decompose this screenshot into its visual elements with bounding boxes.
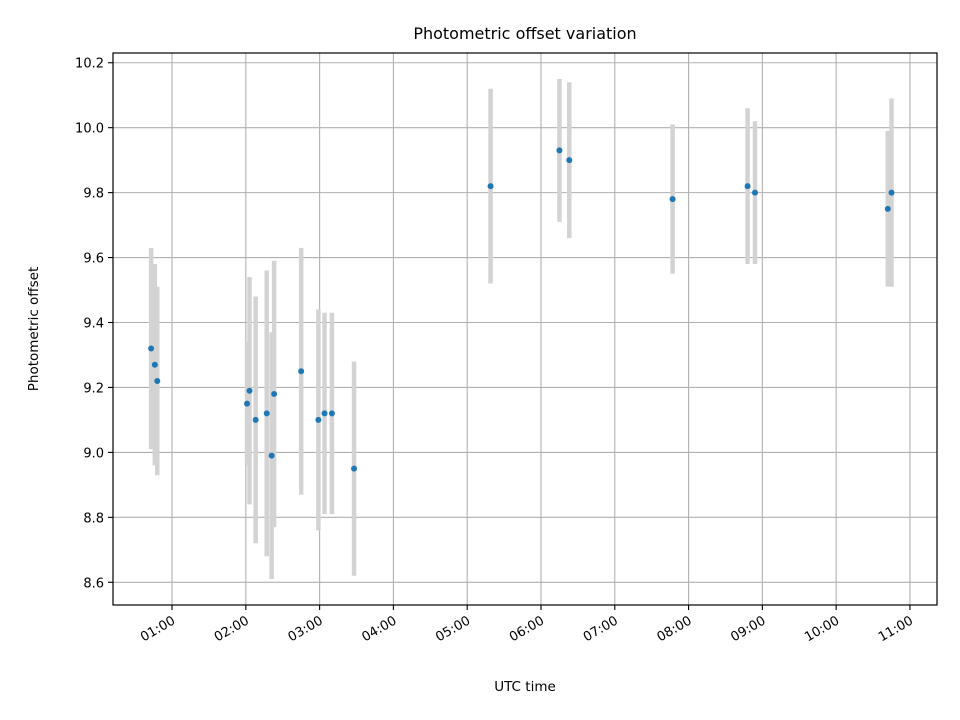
data-point: [744, 183, 751, 190]
data-point: [321, 410, 328, 417]
data-point: [252, 416, 259, 423]
data-point: [263, 410, 270, 417]
data-point: [328, 410, 335, 417]
data-point: [154, 377, 161, 384]
y-tick-label: 9.0: [83, 446, 104, 461]
y-tick-label: 9.6: [83, 252, 104, 267]
y-tick-label: 8.6: [83, 576, 104, 591]
data-point: [556, 147, 563, 154]
plot-frame: [112, 52, 938, 606]
y-tick-label: 9.8: [83, 187, 104, 202]
y-axis-label: Photometric offset: [26, 267, 42, 391]
x-tick-label: 03:00: [286, 613, 326, 645]
x-tick-label: 01:00: [138, 613, 178, 645]
data-point: [244, 400, 251, 407]
grid-lines: [113, 53, 937, 605]
x-tick-label: 08:00: [655, 613, 695, 645]
x-tick-label: 10:00: [802, 613, 842, 645]
data-point: [298, 368, 305, 375]
data-point: [751, 189, 758, 196]
x-tick-label: 04:00: [359, 613, 399, 645]
data-point: [884, 205, 891, 212]
x-axis-label: UTC time: [494, 679, 556, 695]
data-point: [246, 387, 253, 394]
data-point: [148, 345, 155, 352]
y-tick-label: 10.0: [75, 122, 104, 137]
data-point: [351, 465, 358, 472]
y-tick-label: 9.4: [83, 317, 104, 332]
data-point: [268, 452, 275, 459]
error-bars: [148, 78, 894, 580]
x-tick-label: 02:00: [212, 613, 252, 645]
data-point: [315, 416, 322, 423]
x-tick-label: 11:00: [876, 613, 916, 645]
x-tick-label: 09:00: [728, 613, 768, 645]
x-tick-label: 07:00: [581, 613, 621, 645]
data-point: [487, 183, 494, 190]
y-axis-ticks: 8.6 8.8 9.0 9.2 9.4 9.6 9.8 10.0 10.2: [75, 57, 113, 591]
data-point: [151, 361, 158, 368]
data-point: [566, 157, 573, 164]
chart-title: Photometric offset variation: [413, 24, 636, 43]
data-points: [148, 147, 895, 472]
x-tick-label: 05:00: [433, 613, 473, 645]
data-point: [888, 189, 895, 196]
y-tick-label: 10.2: [75, 57, 104, 72]
data-point: [271, 390, 278, 397]
x-axis-ticks: 01:00 02:00 03:00 04:00 05:00 06:00 07:00 08:00…: [138, 605, 916, 645]
y-tick-label: 8.8: [83, 511, 104, 526]
x-tick-label: 06:00: [507, 613, 547, 645]
data-point: [669, 196, 676, 203]
y-tick-label: 9.2: [83, 381, 104, 396]
